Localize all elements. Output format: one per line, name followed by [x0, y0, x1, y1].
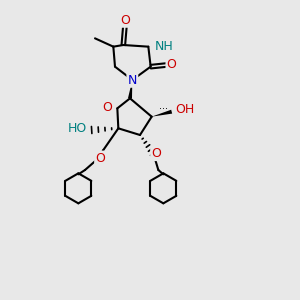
Text: O: O	[152, 147, 161, 160]
Text: O: O	[120, 14, 130, 26]
Text: OH: OH	[176, 103, 195, 116]
Text: O: O	[103, 101, 112, 114]
Text: O: O	[95, 152, 105, 165]
Polygon shape	[152, 110, 172, 117]
Text: ···: ···	[159, 104, 168, 114]
Text: HO: HO	[68, 122, 87, 134]
Text: O: O	[167, 58, 177, 70]
Polygon shape	[128, 80, 132, 99]
Text: N: N	[128, 74, 137, 86]
Text: NH: NH	[154, 40, 173, 53]
